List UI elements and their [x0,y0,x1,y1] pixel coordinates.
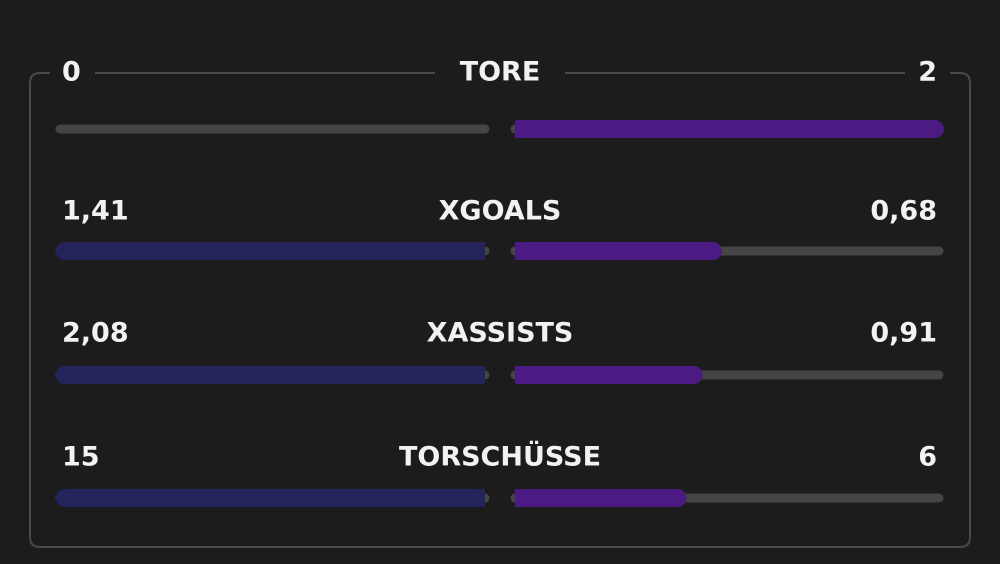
home-value: 1,41 [62,196,129,227]
home-bar-edge [477,366,485,384]
away-bar-edge [515,489,523,507]
stat-label: TORSCHÜSSE [399,440,601,473]
away-bar-edge [515,366,523,384]
home-value: 0 [62,57,81,88]
away-bar [515,489,687,507]
away-value: 0,91 [870,318,937,349]
away-value: 6 [918,442,937,473]
away-bar [515,242,722,260]
home-bar-edge [477,242,485,260]
stat-label: XASSISTS [427,318,574,349]
away-value: 2 [918,57,937,88]
home-bar-edge [477,489,485,507]
stat-label: XGOALS [439,196,562,227]
stat-label: TORE [460,57,541,88]
home-bar [56,242,485,260]
away-bar [515,120,944,138]
away-bar-edge [515,242,523,260]
away-value: 0,68 [870,196,937,227]
panel-border [29,72,971,548]
away-bar [515,366,703,384]
home-value: 2,08 [62,318,129,349]
home-bar [56,366,485,384]
home-bar [56,489,485,507]
away-bar-edge [515,120,523,138]
home-value: 15 [62,442,100,473]
